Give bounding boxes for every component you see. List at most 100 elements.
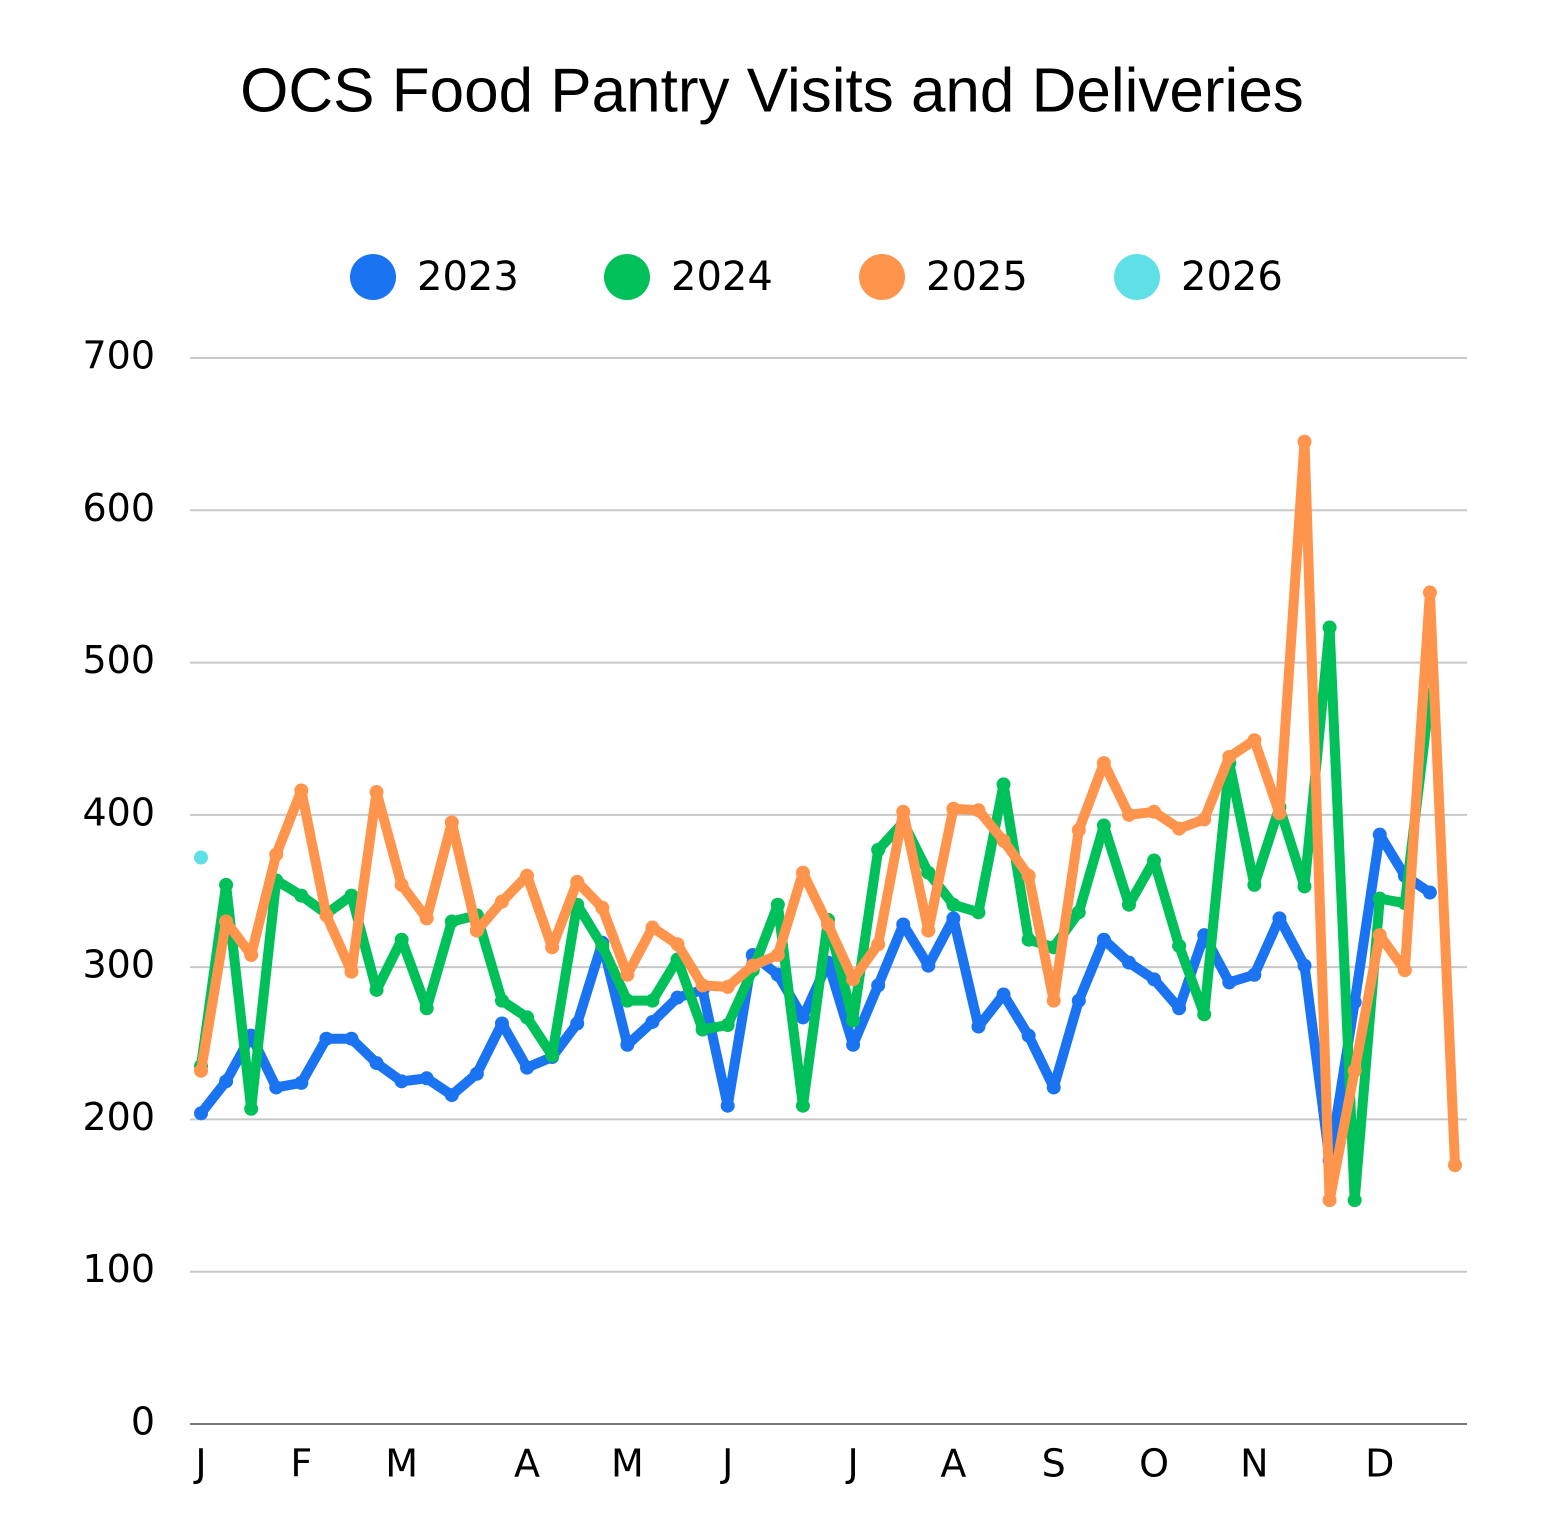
data-point xyxy=(645,993,660,1008)
data-point xyxy=(1121,807,1136,822)
data-point xyxy=(319,908,334,923)
data-point xyxy=(1448,1158,1462,1173)
data-point xyxy=(770,947,785,962)
data-point xyxy=(194,1106,208,1121)
data-point xyxy=(545,940,560,955)
data-point xyxy=(1071,905,1086,920)
data-point xyxy=(795,1098,810,1113)
data-point xyxy=(620,1037,635,1052)
data-point xyxy=(595,938,610,953)
data-point xyxy=(570,874,585,889)
legend-marker xyxy=(1114,254,1160,300)
data-point xyxy=(1147,972,1162,987)
data-point xyxy=(219,1074,234,1089)
data-point xyxy=(394,877,409,892)
y-tick-label: 600 xyxy=(82,486,155,530)
data-point xyxy=(1247,967,1262,982)
data-point xyxy=(294,1075,309,1090)
data-point xyxy=(896,917,911,932)
data-point xyxy=(846,972,861,987)
data-point xyxy=(344,964,359,979)
data-point xyxy=(795,865,810,880)
x-tick-label: J xyxy=(193,1442,206,1486)
data-point xyxy=(1147,853,1162,868)
data-point xyxy=(219,877,234,892)
data-point xyxy=(570,1016,585,1031)
data-point xyxy=(595,900,610,915)
data-point xyxy=(821,917,835,932)
chart-title: OCS Food Pantry Visits and Deliveries xyxy=(240,56,1304,125)
legend-label: 2026 xyxy=(1181,254,1283,300)
data-point xyxy=(194,850,208,865)
x-tick-label: O xyxy=(1139,1442,1169,1486)
data-point xyxy=(1297,434,1312,449)
x-tick-label: M xyxy=(385,1442,418,1486)
data-point xyxy=(1422,885,1437,900)
data-point xyxy=(1372,827,1387,842)
data-point xyxy=(1247,877,1262,892)
data-point xyxy=(1347,1193,1362,1208)
data-point xyxy=(1397,963,1412,978)
x-tick-label: N xyxy=(1240,1442,1268,1486)
x-tick-label: M xyxy=(611,1442,644,1486)
data-point xyxy=(695,1022,710,1037)
data-point xyxy=(419,1001,434,1016)
data-point xyxy=(1121,897,1136,912)
data-point xyxy=(620,967,635,982)
data-point xyxy=(294,888,309,903)
data-point xyxy=(871,978,886,993)
data-point xyxy=(1021,1028,1036,1043)
data-point xyxy=(846,1013,861,1028)
data-point xyxy=(344,1031,359,1046)
y-tick-label: 0 xyxy=(131,1400,155,1444)
data-point xyxy=(1297,879,1312,894)
x-tick-label: J xyxy=(845,1442,858,1486)
x-tick-label: A xyxy=(940,1442,966,1486)
series-line xyxy=(196,622,1435,1206)
x-tick-label: A xyxy=(514,1442,540,1486)
data-point xyxy=(1147,804,1162,819)
x-tick-label: S xyxy=(1042,1442,1066,1486)
data-point xyxy=(194,1063,208,1078)
data-point xyxy=(1272,911,1287,926)
data-point xyxy=(419,911,434,926)
data-point xyxy=(494,993,509,1008)
data-point xyxy=(620,993,635,1008)
data-point xyxy=(670,990,685,1005)
legend-marker xyxy=(604,254,650,300)
data-point xyxy=(946,801,961,816)
data-point xyxy=(1121,955,1136,970)
x-tick-label: D xyxy=(1365,1442,1394,1486)
data-point xyxy=(921,923,936,938)
data-point xyxy=(645,920,660,935)
data-point xyxy=(1272,806,1287,821)
data-point xyxy=(1021,868,1036,883)
data-point xyxy=(520,1060,535,1075)
data-point xyxy=(1297,958,1312,973)
y-tick-label: 400 xyxy=(82,790,155,834)
data-point xyxy=(946,897,961,912)
data-point xyxy=(1071,823,1086,838)
legend-label: 2024 xyxy=(671,254,773,300)
data-point xyxy=(494,894,509,909)
data-point xyxy=(1347,1063,1362,1078)
data-point xyxy=(971,905,986,920)
data-point xyxy=(444,815,459,830)
data-point xyxy=(244,947,259,962)
data-point xyxy=(494,1016,509,1031)
data-point xyxy=(720,1018,735,1033)
data-point xyxy=(846,1037,861,1052)
x-tick-label: F xyxy=(290,1442,312,1486)
data-point xyxy=(996,833,1011,848)
data-point xyxy=(1322,620,1337,635)
data-point xyxy=(745,958,760,973)
data-point xyxy=(971,1019,986,1034)
data-point xyxy=(795,1010,810,1025)
data-point xyxy=(1322,1193,1337,1208)
data-point xyxy=(269,1080,284,1095)
data-point xyxy=(1197,812,1212,827)
data-point xyxy=(921,865,936,880)
data-point xyxy=(369,1056,384,1071)
data-point xyxy=(896,804,911,819)
data-point xyxy=(520,868,535,883)
